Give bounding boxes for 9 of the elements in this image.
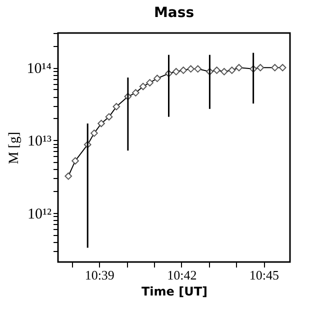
y-tick-label: 10¹³ (28, 134, 52, 150)
x-axis-title: Time [UT] (141, 284, 208, 298)
y-tick-label: 10¹⁴ (26, 61, 52, 78)
y-tick-label: 10¹² (28, 206, 52, 222)
x-tick-label: 10:39 (84, 268, 114, 282)
x-tick-label: 10:45 (249, 268, 279, 282)
chart-title: Mass (154, 5, 194, 21)
y-axis-title: M [g] (6, 132, 22, 164)
x-tick-label: 10:42 (167, 268, 197, 282)
